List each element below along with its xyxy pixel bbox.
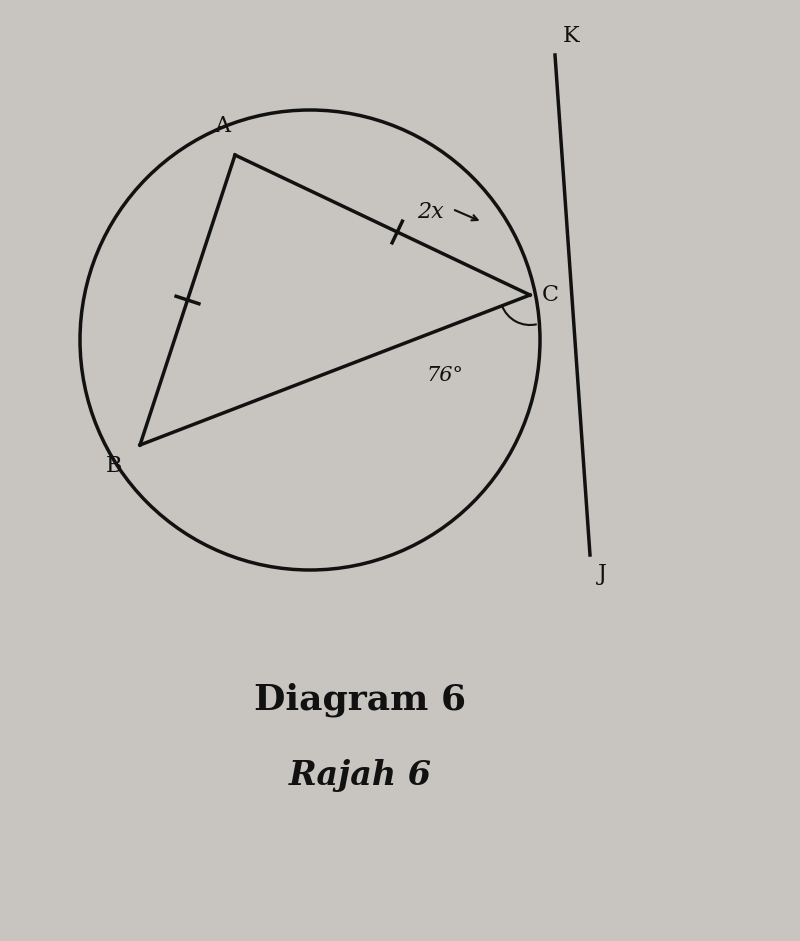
Text: 2x: 2x — [418, 201, 444, 223]
Text: Rajah 6: Rajah 6 — [289, 758, 431, 791]
Text: A: A — [214, 115, 230, 137]
Text: J: J — [598, 563, 607, 585]
Text: C: C — [542, 284, 559, 306]
Text: K: K — [563, 25, 580, 47]
Text: 76°: 76° — [426, 365, 463, 385]
Text: B: B — [106, 455, 122, 477]
Text: Diagram 6: Diagram 6 — [254, 683, 466, 717]
